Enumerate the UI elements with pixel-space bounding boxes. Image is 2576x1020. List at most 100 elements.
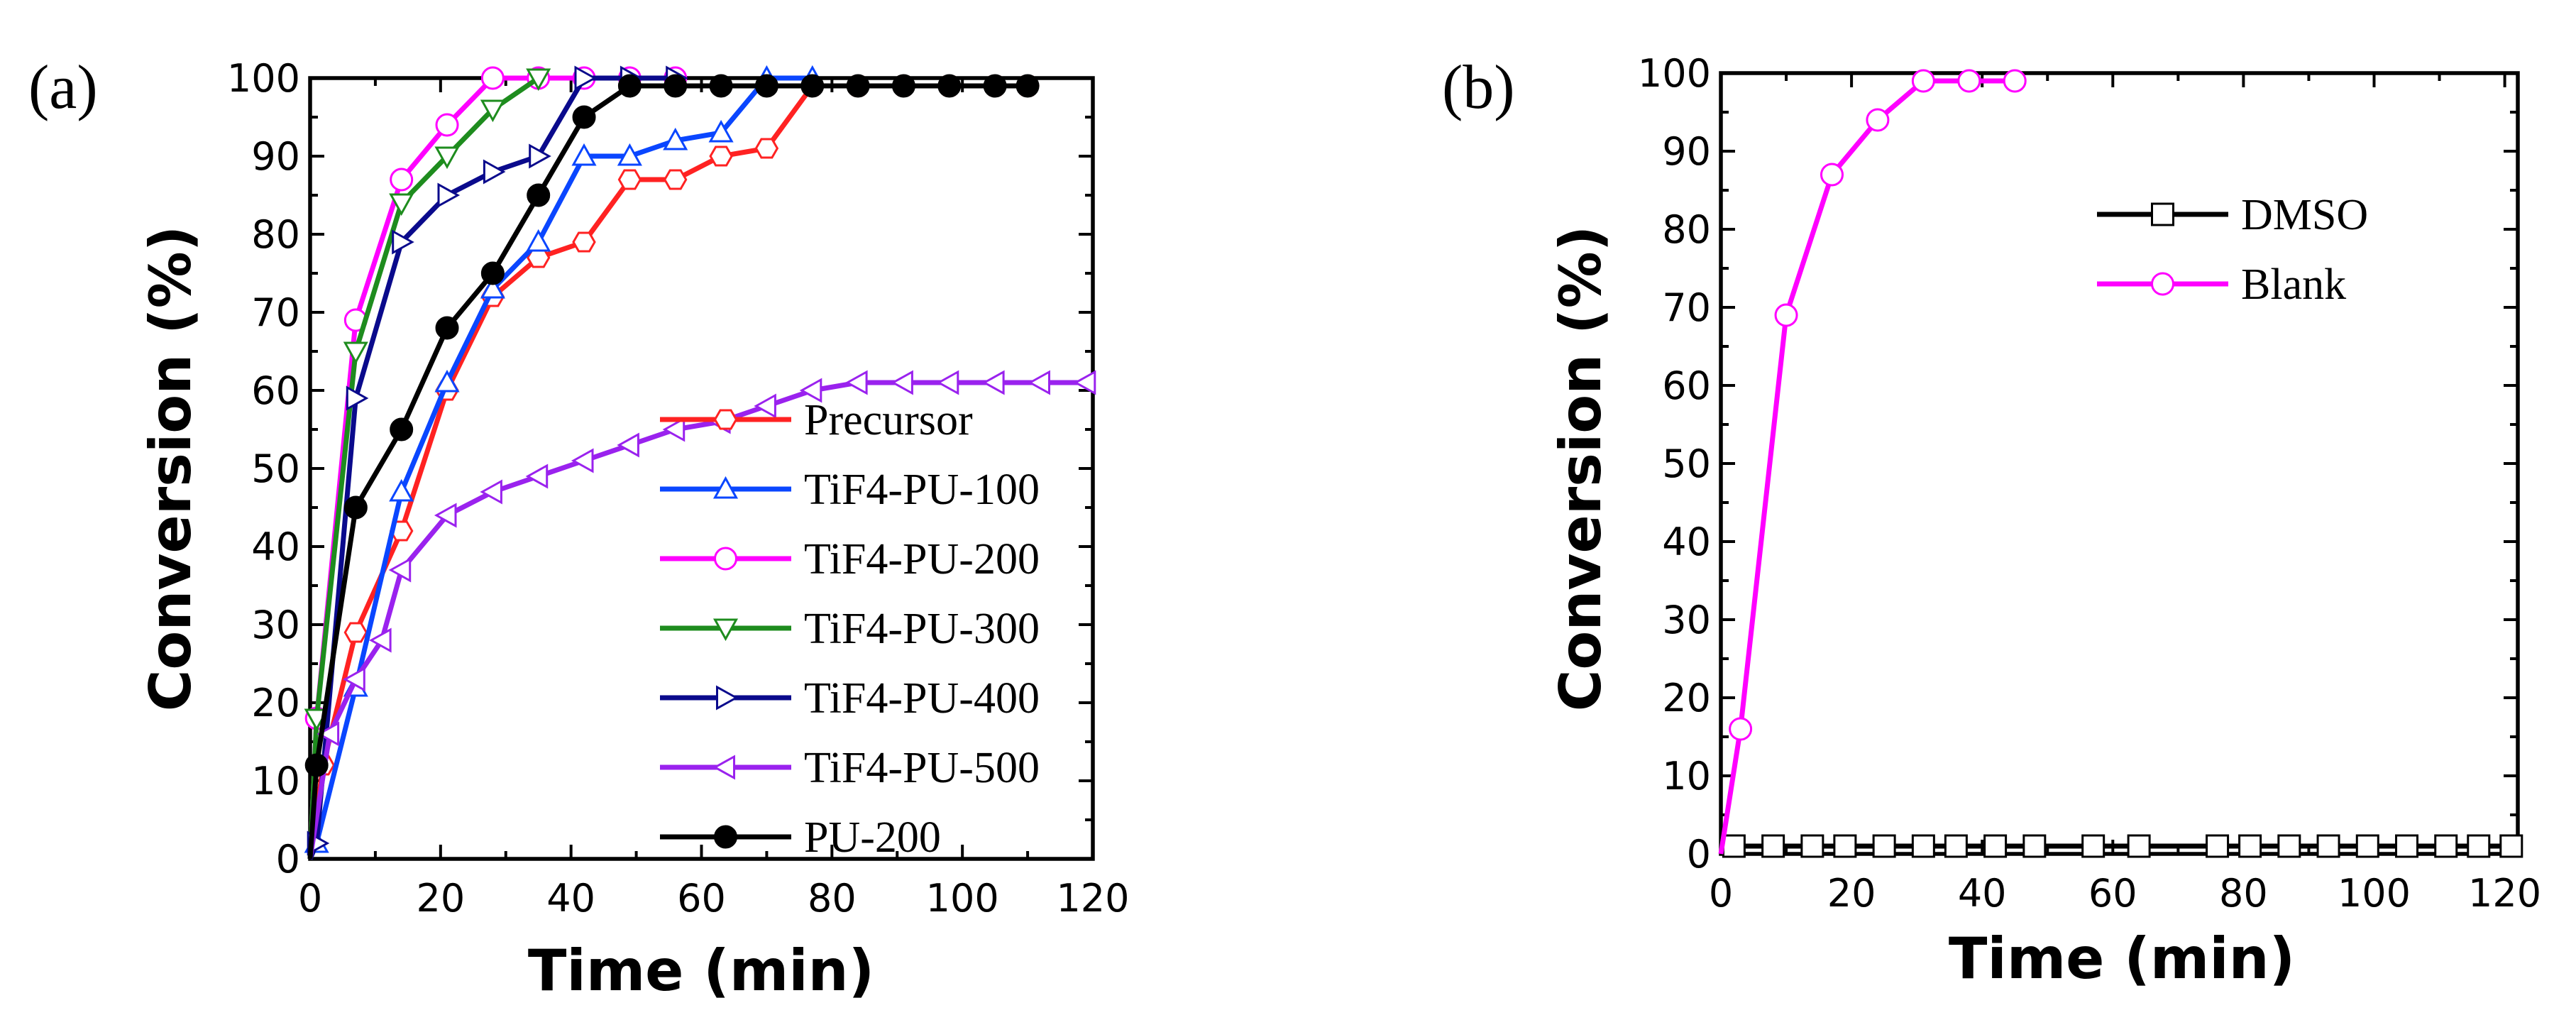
panel-b-point-dmso bbox=[1911, 834, 1935, 858]
panel-a-point-tif4-pu-500 bbox=[317, 721, 340, 747]
panel-a-point-pu-200 bbox=[527, 183, 551, 207]
panel-a-ytick-label: 40 bbox=[251, 525, 300, 569]
panel-b-point-dmso bbox=[1944, 834, 1968, 858]
panel-a-point-pu-200 bbox=[572, 105, 596, 129]
panel-b-point-blank bbox=[1957, 69, 1981, 93]
panel-b-point-dmso bbox=[1722, 834, 1746, 858]
panel-b-xtick-label: 120 bbox=[2468, 871, 2541, 916]
panel-a-point-precursor bbox=[754, 138, 779, 159]
panel-a-point-precursor bbox=[572, 231, 596, 253]
panel-a-legend: Precursor TiF4-PU-100 TiF4-PU-200 TiF4-PU-3… bbox=[660, 396, 1040, 862]
panel-a-legend-marker-tif4-pu-200 bbox=[714, 547, 737, 571]
panel-b-ytick-label: 100 bbox=[1638, 51, 1711, 96]
chart-panel-a: (a) 0 10 20 30 40 50 60 70 80 90 100 0 20 40 60 80 100 12… bbox=[28, 53, 1130, 1004]
panel-a-legend-label-pu-200: PU-200 bbox=[804, 813, 941, 862]
panel-b-point-dmso bbox=[2081, 834, 2106, 858]
panel-b-xtick-label: 40 bbox=[1958, 871, 2007, 916]
panel-a-ytick-label: 20 bbox=[251, 681, 300, 725]
panel-a-point-pu-200 bbox=[800, 74, 825, 98]
panel-b-legend-item-dmso: DMSO bbox=[2097, 191, 2368, 239]
panel-a-point-tif4-pu-300 bbox=[526, 68, 551, 92]
panel-a-point-tif4-pu-500 bbox=[754, 393, 776, 419]
panel-b-point-dmso bbox=[2022, 834, 2047, 858]
panel-b-ytick-label: 50 bbox=[1662, 442, 1711, 486]
panel-a-point-tif4-pu-400 bbox=[437, 182, 461, 208]
panel-a-xtick-label: 20 bbox=[416, 876, 465, 921]
panel-a-point-tif4-pu-500 bbox=[388, 557, 412, 583]
panel-a-point-tif4-pu-500 bbox=[369, 627, 392, 653]
panel-a-point-pu-200 bbox=[304, 753, 329, 777]
panel-b-point-dmso bbox=[2206, 834, 2230, 858]
panel-a-point-pu-200 bbox=[617, 74, 642, 98]
panel-a-legend-marker-precursor bbox=[713, 409, 738, 430]
panel-a-point-tif4-pu-100 bbox=[663, 127, 688, 150]
panel-a-point-tif4-pu-500 bbox=[1028, 370, 1050, 395]
panel-b-ytick-label: 30 bbox=[1662, 598, 1711, 642]
panel-a-legend-marker-tif4-pu-100 bbox=[712, 476, 739, 499]
panel-a-point-pu-200 bbox=[754, 74, 778, 98]
panel-a-point-tif4-pu-300 bbox=[389, 193, 414, 216]
panel-a-legend-marker-pu-200 bbox=[714, 825, 737, 849]
panel-a-legend-item-tif4-pu-200: TiF4-PU-200 bbox=[660, 535, 1040, 583]
panel-b-line-blank bbox=[1718, 78, 2015, 855]
panel-a-point-precursor bbox=[663, 169, 688, 190]
panel-a-point-tif4-pu-500 bbox=[343, 667, 365, 692]
panel-a-legend-item-tif4-pu-500: TiF4-PU-500 bbox=[660, 744, 1040, 792]
panel-a-point-tif4-pu-500 bbox=[571, 448, 594, 473]
panel-b-series-dmso bbox=[1722, 834, 2523, 858]
panel-a-legend-item-tif4-pu-400: TiF4-PU-400 bbox=[660, 674, 1040, 723]
panel-a-point-pu-200 bbox=[480, 261, 505, 285]
panel-a-point-tif4-pu-200 bbox=[435, 113, 459, 137]
panel-a-point-pu-200 bbox=[1015, 74, 1040, 98]
panel-b-point-dmso bbox=[1833, 834, 1857, 858]
panel-b-point-dmso bbox=[2316, 834, 2340, 858]
panel-b-point-blank bbox=[1820, 163, 1844, 187]
panel-a-point-tif4-pu-100 bbox=[617, 143, 642, 166]
panel-a-point-tif4-pu-400 bbox=[392, 229, 414, 255]
panel-a-ylabel: Conversion (%) bbox=[138, 226, 204, 712]
panel-a-series-tif4-pu-500 bbox=[307, 370, 1096, 860]
panel-a-xtick-label: 60 bbox=[677, 876, 726, 921]
panel-a-ytick-label: 90 bbox=[251, 134, 300, 179]
panel-a-point-tif4-pu-500 bbox=[1073, 370, 1096, 395]
panel-a-legend-label-tif4-pu-200: TiF4-PU-200 bbox=[804, 535, 1040, 583]
panel-a-point-tif4-pu-100 bbox=[708, 119, 734, 143]
panel-b-xtick-label: 100 bbox=[2338, 871, 2411, 916]
panel-a-xtick-label: 0 bbox=[298, 876, 322, 921]
panel-a-ytick-label: 100 bbox=[227, 56, 300, 101]
panel-b-ytick-label: 90 bbox=[1662, 129, 1711, 174]
panel-a-ytick-label: 0 bbox=[276, 837, 300, 882]
panel-b-point-dmso bbox=[2277, 834, 2301, 858]
panel-a-point-tif4-pu-200 bbox=[390, 168, 414, 192]
panel-b-point-blank bbox=[1866, 108, 1890, 132]
panel-a-point-tif4-pu-300 bbox=[434, 146, 460, 170]
panel-b-point-dmso bbox=[2238, 834, 2262, 858]
panel-a-legend-marker-tif4-pu-400 bbox=[716, 685, 739, 711]
panel-b-xtick-label: 20 bbox=[1827, 871, 1876, 916]
panel-a-point-pu-200 bbox=[709, 74, 733, 98]
panel-a-xtick-label: 40 bbox=[546, 876, 595, 921]
panel-b-point-dmso bbox=[2395, 834, 2419, 858]
panel-b-ytick-label: 60 bbox=[1662, 363, 1711, 408]
panel-b-legend-marker-blank bbox=[2151, 272, 2174, 296]
panel-a-series bbox=[304, 65, 1096, 860]
panel-a-point-tif4-pu-500 bbox=[434, 503, 457, 528]
panel-a-point-pu-200 bbox=[390, 417, 414, 442]
panel-b-legend-label-dmso: DMSO bbox=[2241, 191, 2368, 239]
panel-b-point-dmso bbox=[2499, 834, 2523, 858]
panel-b-point-dmso bbox=[2467, 834, 2491, 858]
panel-a-ytick-label: 70 bbox=[251, 290, 300, 335]
panel-a-point-tif4-pu-500 bbox=[617, 432, 639, 458]
panel-a-point-tif4-pu-500 bbox=[480, 479, 502, 505]
panel-b-point-blank bbox=[1911, 69, 1935, 93]
panel-a-point-tif4-pu-300 bbox=[343, 341, 368, 365]
panel-a-ytick-label: 60 bbox=[251, 368, 300, 413]
panel-a-point-pu-200 bbox=[343, 495, 368, 520]
panel-a-point-tif4-pu-100 bbox=[571, 143, 597, 166]
panel-a-point-pu-200 bbox=[937, 74, 962, 98]
panel-a-legend-item-tif4-pu-100: TiF4-PU-100 bbox=[660, 466, 1040, 514]
panel-a-xtick-label: 100 bbox=[926, 876, 999, 921]
panel-a-point-pu-200 bbox=[891, 74, 915, 98]
panel-a-legend-label-tif4-pu-300: TiF4-PU-300 bbox=[804, 605, 1040, 653]
